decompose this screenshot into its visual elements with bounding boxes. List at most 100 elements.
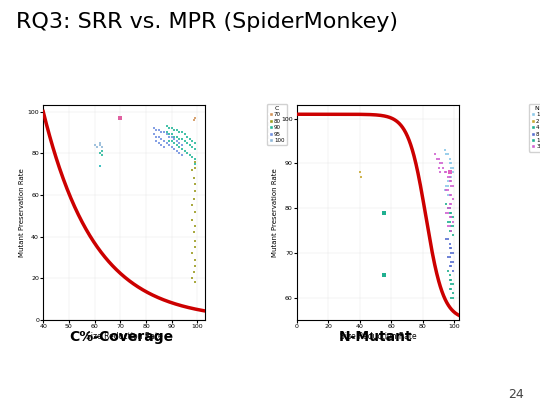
Point xyxy=(446,174,454,180)
Point xyxy=(173,127,181,134)
Point xyxy=(444,209,453,216)
Point xyxy=(446,223,454,229)
Point xyxy=(448,223,457,229)
Point xyxy=(436,160,444,167)
Point xyxy=(178,152,186,158)
Point xyxy=(178,146,186,152)
Point xyxy=(446,286,454,292)
Point xyxy=(442,236,451,243)
Point xyxy=(447,281,455,288)
Point xyxy=(446,214,454,220)
Point xyxy=(447,214,455,220)
Point xyxy=(448,290,457,296)
Point xyxy=(447,286,455,292)
Point xyxy=(185,152,194,158)
Point xyxy=(191,140,199,146)
X-axis label: Size Reduction Rate: Size Reduction Rate xyxy=(86,332,163,341)
Point xyxy=(98,144,107,150)
Point xyxy=(444,205,453,211)
Point xyxy=(191,208,199,215)
Point xyxy=(188,154,197,161)
Point xyxy=(441,187,449,194)
Point xyxy=(357,174,366,180)
Point xyxy=(152,137,161,144)
Point xyxy=(167,131,176,138)
Point xyxy=(379,272,388,279)
Point xyxy=(98,152,107,158)
Point xyxy=(157,135,166,142)
Point xyxy=(446,156,454,162)
Point xyxy=(170,135,179,142)
Point xyxy=(191,115,199,121)
Point xyxy=(90,142,99,148)
Point xyxy=(447,160,455,167)
Point xyxy=(178,129,186,136)
Legend: 1, 2, 4, 8, 16, 32: 1, 2, 4, 8, 16, 32 xyxy=(529,104,540,151)
Point xyxy=(150,131,158,138)
Point xyxy=(188,217,197,223)
Point xyxy=(191,256,199,263)
Point xyxy=(447,169,455,176)
Point xyxy=(442,169,451,176)
Point xyxy=(183,133,192,140)
Point xyxy=(448,165,457,171)
Point xyxy=(183,150,192,156)
Point xyxy=(447,249,455,256)
Y-axis label: Mutant Preservation Rate: Mutant Preservation Rate xyxy=(273,168,279,257)
Point xyxy=(188,250,197,256)
Point xyxy=(167,125,176,132)
Point xyxy=(446,192,454,198)
Point xyxy=(165,142,173,148)
Point xyxy=(447,227,455,234)
Point xyxy=(183,140,192,146)
Point xyxy=(431,151,440,158)
Point xyxy=(188,167,197,173)
Point xyxy=(170,133,179,140)
Point xyxy=(433,156,441,162)
Point xyxy=(173,137,181,144)
Point xyxy=(446,169,454,176)
Point xyxy=(447,192,455,198)
Point xyxy=(163,123,171,129)
Point xyxy=(448,169,457,176)
Point xyxy=(191,223,199,229)
Point xyxy=(185,135,194,142)
Point xyxy=(173,148,181,154)
Point xyxy=(448,249,457,256)
Point xyxy=(448,218,457,225)
Point xyxy=(442,187,451,194)
Point xyxy=(434,156,443,162)
Point xyxy=(178,142,186,148)
Point xyxy=(175,150,184,156)
Point xyxy=(190,269,198,275)
Point xyxy=(447,174,455,180)
Point xyxy=(447,214,455,220)
Point xyxy=(447,277,455,283)
Point xyxy=(447,263,455,270)
Point xyxy=(447,200,455,207)
Point xyxy=(96,162,104,169)
Point xyxy=(444,223,453,229)
Point xyxy=(175,129,184,136)
Point xyxy=(188,202,197,209)
Point xyxy=(446,205,454,211)
Point xyxy=(444,151,453,158)
X-axis label: Size Reduction Rate: Size Reduction Rate xyxy=(340,332,416,341)
Point xyxy=(170,127,179,134)
Point xyxy=(178,135,186,142)
Point xyxy=(157,129,166,136)
Point xyxy=(167,137,176,144)
Point xyxy=(434,165,443,171)
Point xyxy=(191,158,199,165)
Point xyxy=(154,133,163,140)
Point xyxy=(160,144,168,150)
Point xyxy=(96,140,104,146)
Point xyxy=(447,245,455,252)
Point xyxy=(191,156,199,163)
Point xyxy=(446,263,454,270)
Point xyxy=(191,164,199,171)
Point xyxy=(446,205,454,211)
Point xyxy=(96,150,104,156)
Point xyxy=(441,169,449,176)
Point xyxy=(447,183,455,189)
